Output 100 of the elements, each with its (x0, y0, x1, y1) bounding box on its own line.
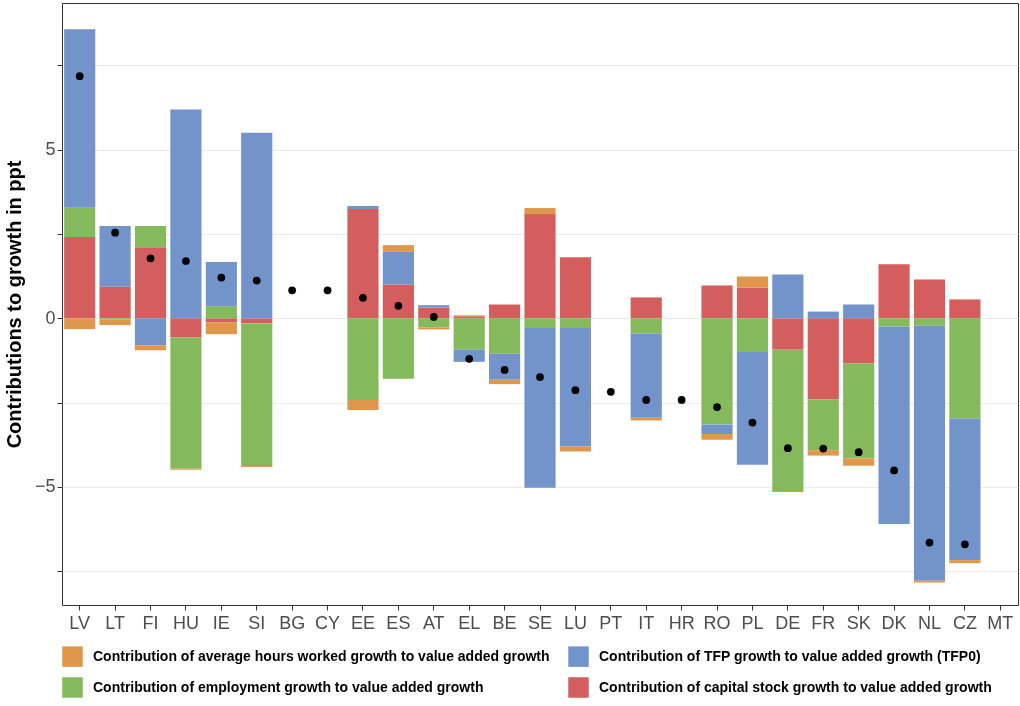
bar (134, 318, 167, 346)
bar (913, 318, 946, 326)
point (111, 228, 119, 237)
bar (878, 264, 910, 319)
bar (170, 109, 202, 319)
bar (205, 306, 237, 319)
bar (701, 318, 733, 425)
bar (772, 274, 804, 319)
x-tick-label: LT (105, 612, 125, 633)
bar (347, 318, 379, 400)
bar (949, 560, 981, 564)
bar (807, 399, 839, 451)
bar (630, 297, 662, 319)
x-tick-label: LV (69, 612, 91, 633)
point (606, 387, 615, 396)
x-tick-label: SE (527, 612, 553, 633)
y-tick-label: 0 (45, 307, 56, 328)
bar (524, 214, 556, 319)
bar (772, 318, 804, 350)
bar (99, 225, 131, 287)
x-tick-label: MT (987, 612, 1014, 633)
point (819, 444, 828, 453)
point (571, 386, 580, 395)
bar (843, 304, 875, 319)
bar (489, 304, 521, 319)
bar (170, 337, 202, 469)
point (748, 418, 757, 427)
bar (382, 245, 414, 252)
bar (949, 299, 981, 319)
x-tick-label: SK (846, 612, 871, 633)
bar (736, 287, 769, 319)
x-tick-label: FR (811, 612, 836, 633)
bar (382, 284, 414, 319)
x-tick-label: EL (458, 612, 481, 633)
x-tick-label: ES (386, 612, 411, 633)
bar (559, 446, 591, 452)
bar (701, 285, 733, 319)
bar (736, 318, 769, 353)
bar (418, 318, 450, 328)
bar (843, 458, 875, 466)
bar (630, 333, 662, 418)
bar (878, 326, 910, 525)
bar (630, 417, 662, 421)
x-tick-label: LU (563, 612, 587, 633)
point (677, 396, 686, 404)
x-tick-label: DK (881, 612, 907, 633)
point (961, 540, 969, 549)
x-tick-label: HR (668, 612, 695, 633)
point (890, 466, 898, 475)
x-tick-label: EE (350, 612, 375, 633)
bar (64, 29, 96, 208)
x-tick-label: BG (279, 612, 306, 633)
bar (807, 450, 839, 456)
y-tick-label: 5 (45, 139, 56, 160)
bar (772, 349, 804, 492)
point (642, 396, 651, 404)
bar (524, 318, 556, 329)
x-tick-label: CY (315, 612, 341, 633)
point (783, 444, 792, 453)
y-tick-label: −5 (34, 476, 56, 497)
bar (489, 353, 521, 380)
bar (559, 328, 591, 447)
legend-label: Contribution of average hours worked growth to value added growth (93, 647, 550, 664)
point (323, 286, 332, 295)
bar (949, 418, 981, 561)
bar (559, 318, 591, 329)
bar (134, 345, 167, 351)
bar (99, 286, 131, 319)
bar (134, 247, 167, 319)
x-tick-label: IT (638, 612, 655, 633)
bar (949, 318, 981, 419)
bar (347, 206, 379, 210)
bar (489, 379, 521, 385)
x-tick-label: PT (599, 612, 623, 633)
legend-label: Contribution of capital stock growth to value added growth (599, 678, 992, 695)
bar (524, 328, 556, 488)
bar (913, 279, 946, 319)
point (925, 538, 934, 547)
x-tick-label: IE (212, 612, 230, 633)
bar (453, 318, 485, 350)
point (252, 276, 261, 285)
x-tick-label: AT (422, 612, 445, 633)
bar (913, 325, 946, 581)
point (182, 257, 190, 265)
x-tick-label: DE (775, 612, 801, 633)
bar (701, 434, 733, 440)
bar (701, 424, 733, 435)
x-tick-label: BE (492, 612, 517, 633)
x-tick-label: FI (142, 612, 159, 633)
point (854, 448, 863, 457)
point (359, 293, 367, 302)
bar (418, 305, 450, 308)
bar (99, 319, 131, 326)
bar (205, 322, 237, 335)
bar (524, 208, 556, 215)
point (713, 403, 721, 411)
bar (382, 318, 414, 379)
bar (418, 327, 450, 330)
bar (630, 318, 662, 334)
x-tick-label: HU (172, 612, 199, 633)
